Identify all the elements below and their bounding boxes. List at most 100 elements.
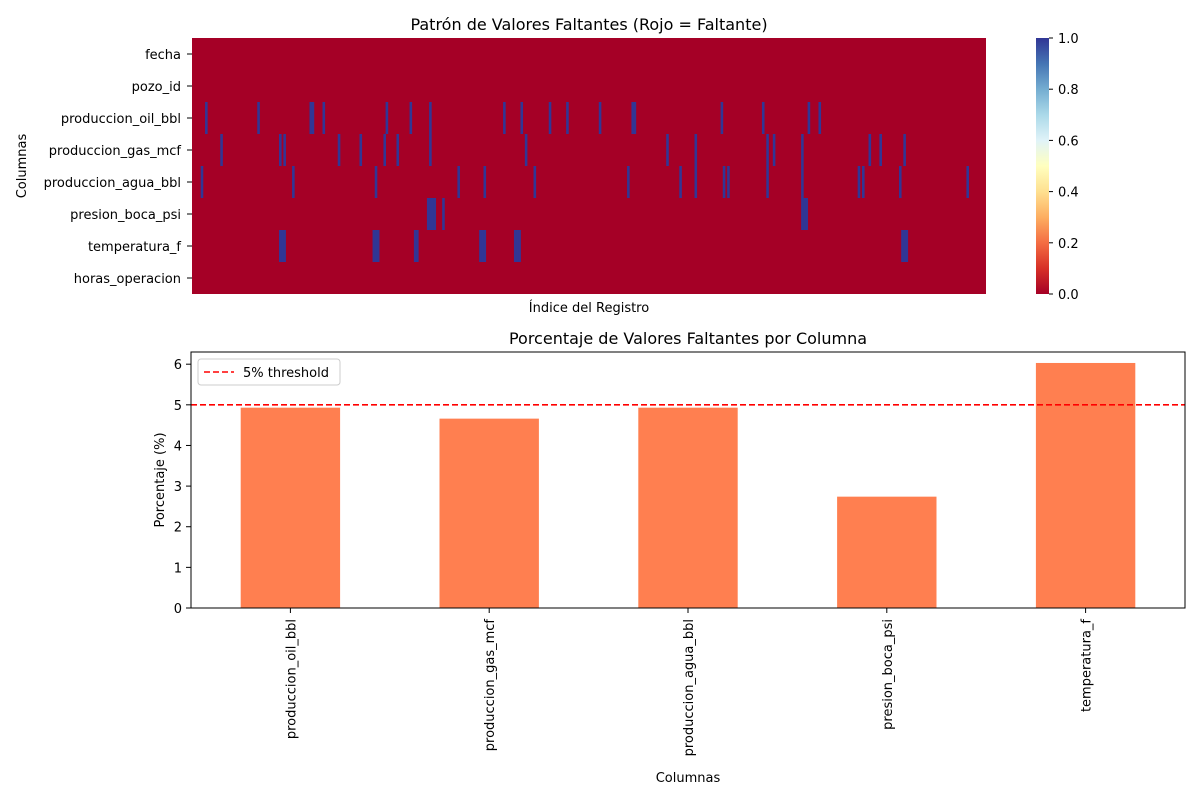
heatmap-missing-cell [801,134,804,166]
heatmap-row-produccion_agua_bbl [192,166,986,198]
heatmap-row-horas_operacion [192,262,986,294]
heatmap-missing-cell [279,134,282,166]
heatmap-missing-cell [533,166,537,198]
heatmap-missing-cell [429,102,432,134]
heatmap-missing-cell [503,102,506,134]
heatmap-row-pozo_id [192,70,986,102]
heatmap-missing-cell [807,102,811,134]
heatmap-row-label: pozo_id [132,80,181,95]
heatmap-missing-cell [429,198,432,230]
heatmap-missing-cell [483,230,487,262]
heatmap-missing-cell [426,198,430,230]
heatmap-missing-cell [727,166,730,198]
heatmap-missing-cell [766,166,769,198]
heatmap-missing-cell [868,134,872,166]
heatmap-row-temperatura_f [192,230,986,262]
heatmap-row-label: fecha [145,48,181,63]
heatmap-missing-cell [548,102,552,134]
heatmap-row-label: produccion_oil_bbl [61,112,181,127]
heatmap-missing-cell [720,102,724,134]
heatmap-missing-cell [257,102,260,134]
heatmap-missing-cell [292,166,295,198]
colorbar-ticks: 0.0 0.2 0.4 0.6 0.8 1.0 [1049,32,1079,303]
heatmap-missing-cell [694,166,698,198]
colorbar-tick-label: 0.6 [1058,134,1079,149]
bar-y-tick-label: 1 [174,561,182,576]
heatmap-missing-cell [220,134,223,166]
heatmap-row-produccion_gas_mcf [192,134,986,166]
heatmap-missing-cell [513,230,517,262]
heatmap-missing-cell [311,102,315,134]
colorbar-tick-label: 0.4 [1058,186,1079,201]
heatmap-missing-cell [566,102,569,134]
heatmap-missing-cell [966,166,969,198]
heatmap-missing-cell [359,134,363,166]
heatmap-missing-cell [766,134,769,166]
bar-y-tick-label: 4 [174,439,182,454]
bar-chart-title: Porcentaje de Valores Faltantes por Colu… [509,329,867,348]
heatmap-x-axis-label: Índice del Registro [529,300,649,316]
heatmap-missing-cell [322,102,326,134]
heatmap-missing-cell [457,166,460,198]
colorbar-tick-label: 0.0 [1058,288,1079,303]
heatmap-missing-cell [431,198,434,230]
heatmap-missing-cell [679,166,682,198]
colorbar-tick-label: 1.0 [1058,32,1079,47]
bar-temperatura_f [1035,362,1136,608]
heatmap-missing-cell [631,102,634,134]
colorbar-tick-label: 0.2 [1058,237,1079,252]
heatmap-missing-cell [761,102,765,134]
bar-y-tick-label: 6 [174,358,182,373]
bar-produccion_gas_mcf [439,418,539,608]
heatmap-missing-cell [862,166,865,198]
heatmap-title: Patrón de Valores Faltantes (Rojo = Falt… [410,15,767,34]
heatmap-missing-cell [524,134,528,166]
heatmap-missing-cell [818,102,822,134]
heatmap-row-label: presion_boca_psi [70,208,181,223]
heatmap-missing-cell [903,134,906,166]
colorbar [1036,38,1049,294]
heatmap-missing-cell [409,102,413,134]
heatmap-missing-cell [722,166,726,198]
heatmap-missing-cell [857,166,861,198]
heatmap-missing-cell [372,230,376,262]
heatmap-missing-cell [429,134,432,166]
heatmap-missing-cell [200,166,204,198]
legend-box [197,358,341,386]
heatmap-missing-cell [376,230,380,262]
bar-y-tick-label: 2 [174,521,182,536]
heatmap-row-presion_boca_psi [192,198,986,230]
heatmap-row-label: produccion_gas_mcf [49,144,182,159]
heatmap-missing-cell [479,230,482,262]
heatmap-row-label: horas_operacion [74,272,181,287]
bar-y-tick-label: 5 [174,399,182,414]
heatmap-missing-cell [374,166,378,198]
heatmap-missing-cell [385,102,389,134]
heatmap-missing-cell [205,102,208,134]
heatmap-missing-cell [516,230,519,262]
heatmap-missing-cell [520,102,524,134]
bar-produccion_oil_bbl [240,407,341,608]
bar-y-tick-label: 3 [174,480,182,495]
heatmap-missing-cell [801,166,804,198]
heatmap-y-axis-label: Columnas [15,134,30,199]
heatmap-missing-cell [383,134,387,166]
bar-y-axis-label: Porcentaje (%) [153,432,168,527]
heatmap-missing-cell [598,102,602,134]
heatmap-missing-cell [666,134,669,166]
bar-produccion_agua_bbl [638,407,738,608]
bar-x-axis-label: Columnas [656,771,721,786]
legend-threshold-label: 5% threshold [243,366,329,381]
bar-x-tick-label: produccion_gas_mcf [483,619,498,752]
heatmap-row-label: temperatura_f [88,240,181,255]
heatmap-missing-cell [283,230,286,262]
heatmap-row-label: produccion_agua_bbl [44,176,181,191]
heatmap-missing-cell [694,134,698,166]
heatmap-missing-cell [396,134,400,166]
heatmap-missing-cell [337,134,341,166]
heatmap-missing-cell [518,230,521,262]
heatmap-missing-cell [772,134,776,166]
heatmap-row-fecha [192,38,986,70]
bar-x-tick-label: presion_boca_psi [881,619,896,730]
heatmap-row-labels: fecha pozo_id produccion_oil_bbl produccion… [44,48,192,287]
